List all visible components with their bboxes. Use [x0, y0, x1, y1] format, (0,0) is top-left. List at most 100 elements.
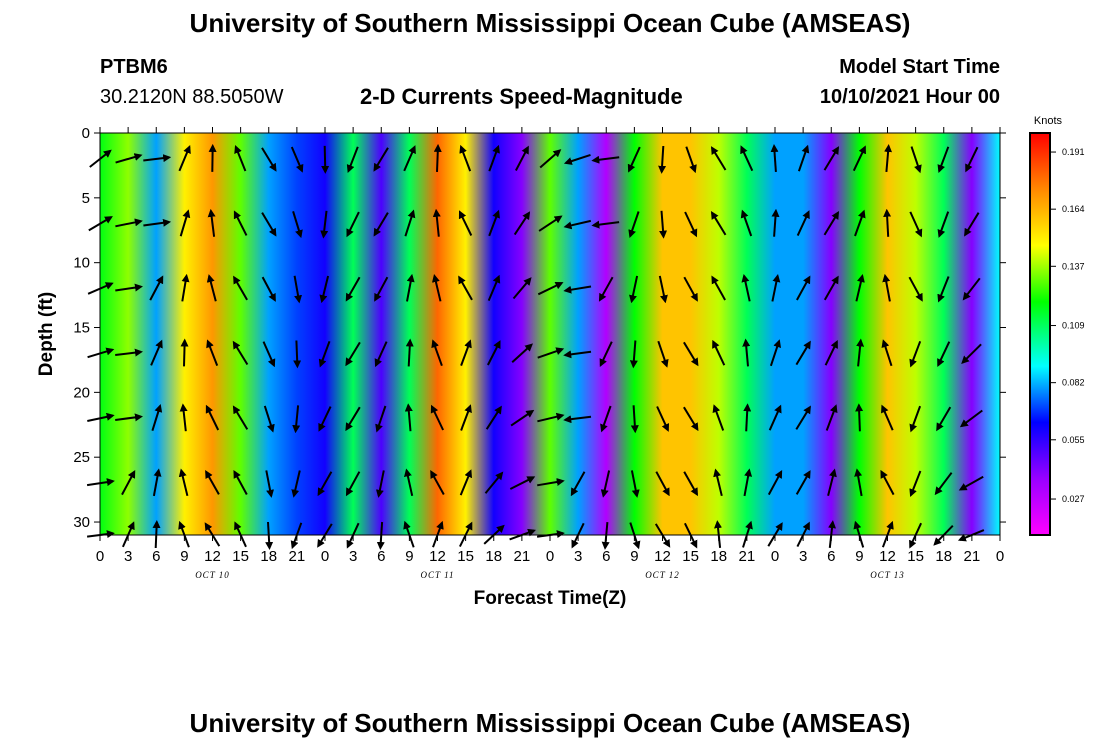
current-vector-arrow — [629, 275, 639, 304]
current-vector-arrow — [881, 404, 894, 431]
current-vector-arrow — [206, 274, 217, 302]
current-vector-arrow — [512, 277, 532, 300]
current-vector-arrow — [824, 339, 838, 366]
current-vector-arrow — [959, 409, 983, 428]
current-vector-arrow — [232, 340, 249, 366]
current-vector-arrow — [485, 405, 502, 430]
current-vector-arrow — [430, 404, 445, 431]
current-vector-arrow — [658, 145, 667, 174]
y-tick-label: 20 — [73, 384, 90, 401]
current-vector-arrow — [769, 339, 782, 367]
footer-title: University of Southern Mississippi Ocean… — [189, 708, 911, 738]
current-vector-arrow — [563, 153, 591, 165]
x-tick-label: 18 — [935, 548, 952, 565]
current-vector-arrow — [627, 146, 641, 173]
x-tick-label: 3 — [799, 548, 807, 565]
current-vector-arrow — [321, 145, 330, 174]
current-vector-arrow — [881, 339, 893, 367]
current-vector-arrow — [684, 211, 698, 238]
date-labels: OCT 10 OCT 11 OCT 12 OCT 13 — [195, 570, 904, 580]
current-vector-arrow — [658, 275, 668, 304]
current-vector-arrow — [374, 276, 389, 302]
current-vector-arrow — [484, 471, 504, 494]
current-vector-arrow — [600, 405, 612, 433]
date-label: OCT 10 — [195, 570, 230, 580]
x-tick-label: 21 — [289, 548, 306, 565]
current-vector-arrow — [909, 340, 922, 368]
y-tick-label: 15 — [73, 320, 90, 337]
speed-heatmap — [100, 133, 1000, 535]
x-tick-label: 21 — [739, 548, 756, 565]
current-vector-arrow — [629, 340, 638, 369]
current-vector-arrow — [630, 470, 640, 498]
current-vector-arrow — [796, 275, 811, 301]
x-tick-label: 21 — [514, 548, 531, 565]
current-vector-arrow — [537, 347, 565, 359]
current-vector-arrow — [743, 468, 753, 497]
current-vector-arrow — [403, 145, 416, 172]
colorbar-tick-label: 0.109 — [1062, 321, 1085, 331]
current-vector-arrow — [293, 340, 302, 369]
current-vector-arrow — [346, 211, 360, 238]
current-vector-arrow — [741, 273, 751, 302]
current-vector-arrow — [795, 340, 811, 366]
current-vector-arrow — [318, 340, 331, 368]
current-vector-arrow — [207, 208, 216, 237]
current-vector-arrow — [346, 146, 359, 173]
chart-title: University of Southern Mississippi Ocean… — [189, 8, 911, 38]
current-vector-arrow — [770, 144, 779, 172]
current-vector-arrow — [345, 341, 361, 367]
current-vector-arrow — [262, 341, 276, 368]
current-vector-arrow — [563, 219, 592, 230]
y-tick-label: 25 — [73, 449, 90, 466]
y-tick-label: 5 — [82, 190, 90, 207]
colorbar-tick-label: 0.082 — [1062, 378, 1085, 388]
colorbar — [1029, 132, 1051, 536]
current-vector-arrow — [150, 339, 163, 366]
current-vector-arrow — [656, 406, 670, 432]
x-tick-label: 3 — [574, 548, 582, 565]
current-vector-arrow — [710, 210, 727, 236]
current-vector-arrow — [537, 412, 565, 423]
current-vector-arrow — [563, 415, 592, 424]
current-vector-arrow — [909, 211, 923, 238]
colorbar-tick-label: 0.027 — [1062, 494, 1085, 504]
current-vector-arrow — [234, 145, 247, 172]
current-vector-arrow — [375, 405, 387, 433]
x-tick-label: 3 — [349, 548, 357, 565]
current-vector-arrow — [432, 208, 441, 237]
current-vector-arrow — [657, 340, 669, 368]
x-tick-label: 9 — [180, 548, 188, 565]
y-axis-title: Depth (ft) — [36, 292, 57, 376]
current-vector-arrow — [206, 339, 219, 366]
current-vector-arrow — [570, 471, 586, 497]
current-vector-arrow — [515, 145, 529, 171]
current-vector-arrow — [711, 275, 726, 301]
current-vector-arrow — [937, 276, 950, 303]
current-vector-arrow — [683, 471, 698, 497]
x-tick-label: 12 — [204, 548, 221, 565]
current-vector-arrow — [143, 218, 172, 227]
x-tick-label: 3 — [124, 548, 132, 565]
current-vector-arrow — [909, 405, 922, 433]
current-vector-arrow — [510, 409, 535, 427]
x-tick-label: 18 — [260, 548, 277, 565]
current-vector-arrow — [261, 147, 277, 172]
current-vector-arrow — [152, 468, 162, 497]
current-vector-arrow — [261, 276, 276, 302]
current-vector-arrow — [458, 275, 473, 301]
current-vector-arrow — [374, 341, 388, 368]
current-vector-arrow — [880, 469, 895, 496]
colorbar-units: Knots — [1034, 115, 1063, 127]
current-vector-arrow — [768, 404, 782, 431]
x-tick-label: 9 — [630, 548, 638, 565]
current-vector-arrow — [115, 348, 143, 357]
current-vector-arrow — [180, 338, 189, 367]
current-vector-arrow — [796, 210, 810, 237]
current-vector-arrow — [345, 406, 361, 432]
current-vector-arrow — [563, 350, 592, 359]
current-vector-arrow — [852, 145, 866, 172]
current-vector-arrow — [511, 343, 533, 363]
current-vector-arrow — [459, 469, 473, 496]
